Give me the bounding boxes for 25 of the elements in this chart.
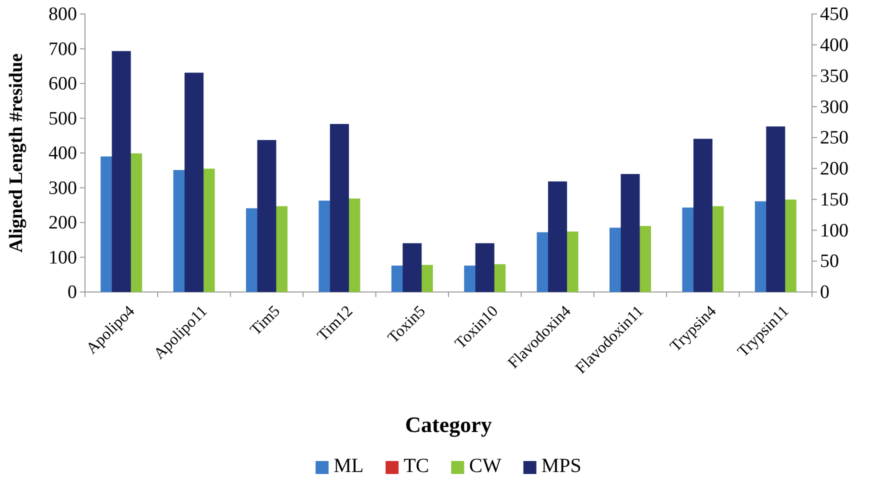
y-tick-label: 300	[48, 178, 77, 199]
y-tick-label: 100	[48, 247, 77, 268]
legend-label: ML	[334, 455, 364, 477]
legend-label: TC	[404, 455, 430, 477]
y2-tick-label: 250	[820, 128, 848, 149]
y2-tick-label: 400	[820, 34, 848, 56]
y-tick-label: 700	[48, 38, 77, 60]
y2-tick-label: 350	[820, 66, 848, 87]
y2-tick-label: 450	[820, 4, 848, 26]
y2-tick-label: 150	[820, 189, 848, 210]
legend-label: MPS	[541, 455, 582, 477]
y-tick-label: 400	[48, 143, 77, 164]
y2-tick-label: 200	[820, 158, 848, 180]
y-tick-label: 0	[68, 282, 77, 304]
y-tick-label: 800	[48, 4, 77, 26]
x-axis-title: Category	[405, 412, 492, 437]
y2-tick-label: 0	[820, 282, 830, 304]
y-tick-label: 500	[48, 108, 77, 130]
y2-tick-label: 100	[820, 220, 848, 242]
y-tick-label: 600	[48, 74, 77, 95]
y-tick-label: 200	[48, 212, 77, 234]
y2-tick-label: 300	[820, 96, 848, 118]
y2-tick-label: 50	[820, 251, 839, 272]
legend-label: CW	[469, 455, 502, 477]
y-axis-title: Aligned Length #residue	[6, 53, 27, 253]
